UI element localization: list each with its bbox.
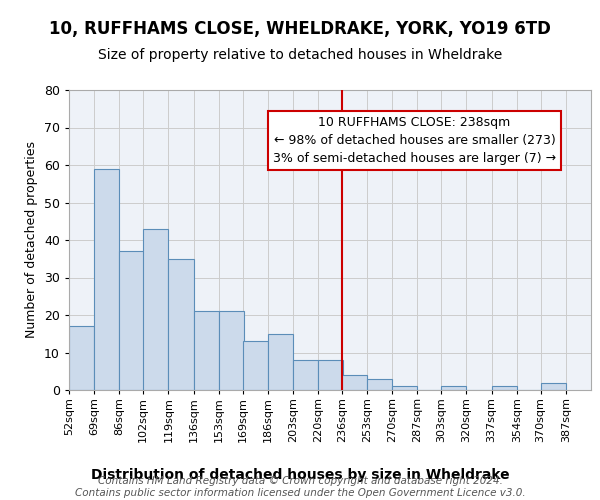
Text: Size of property relative to detached houses in Wheldrake: Size of property relative to detached ho… bbox=[98, 48, 502, 62]
Bar bbox=[268, 334, 293, 390]
Bar bbox=[94, 169, 119, 390]
Bar bbox=[169, 259, 194, 390]
Text: 10, RUFFHAMS CLOSE, WHELDRAKE, YORK, YO19 6TD: 10, RUFFHAMS CLOSE, WHELDRAKE, YORK, YO1… bbox=[49, 20, 551, 38]
Bar bbox=[491, 386, 517, 390]
Bar bbox=[242, 341, 268, 390]
Bar bbox=[194, 311, 219, 390]
Y-axis label: Number of detached properties: Number of detached properties bbox=[25, 142, 38, 338]
Text: Distribution of detached houses by size in Wheldrake: Distribution of detached houses by size … bbox=[91, 468, 509, 482]
Bar bbox=[69, 326, 94, 390]
Bar bbox=[219, 311, 244, 390]
Bar bbox=[541, 382, 566, 390]
Bar bbox=[119, 251, 145, 390]
Bar bbox=[143, 229, 169, 390]
Text: 10 RUFFHAMS CLOSE: 238sqm
← 98% of detached houses are smaller (273)
3% of semi-: 10 RUFFHAMS CLOSE: 238sqm ← 98% of detac… bbox=[273, 116, 556, 165]
Bar bbox=[342, 375, 367, 390]
Bar bbox=[318, 360, 343, 390]
Bar bbox=[441, 386, 466, 390]
Bar bbox=[392, 386, 418, 390]
Bar bbox=[293, 360, 318, 390]
Bar bbox=[367, 379, 392, 390]
Text: Contains HM Land Registry data © Crown copyright and database right 2024.
Contai: Contains HM Land Registry data © Crown c… bbox=[74, 476, 526, 498]
